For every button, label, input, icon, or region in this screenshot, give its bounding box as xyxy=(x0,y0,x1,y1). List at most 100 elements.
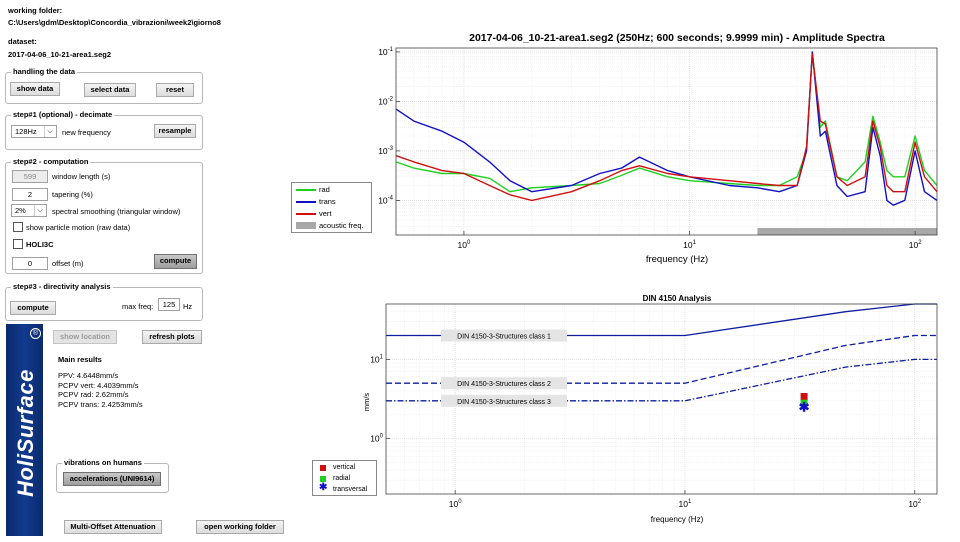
result-line: PCPV rad: 2.62mm/s xyxy=(58,390,129,399)
compute-button[interactable]: compute xyxy=(154,254,197,269)
holi3c-label: HOLI3C xyxy=(26,240,54,249)
vertical-marker-icon xyxy=(320,465,326,471)
series-label-box xyxy=(441,329,567,342)
directivity-compute-button[interactable]: compute xyxy=(10,301,56,315)
smoothing-label: spectral smoothing (triangular window) xyxy=(52,207,181,216)
particle-motion-label: show particle motion (raw data) xyxy=(26,223,131,232)
spectra-legend: rad trans vert acoustic freq. xyxy=(291,182,372,233)
resample-button[interactable]: resample xyxy=(154,124,196,138)
y-tick-label: 101 xyxy=(370,354,383,364)
axes-box xyxy=(385,303,938,495)
handling-group: handling the data xyxy=(5,67,203,104)
chevron-down-icon: ⌵ xyxy=(44,126,55,137)
legend-label-vertical: vertical xyxy=(333,464,356,471)
series-line-din-4150-3-structures-class-2 xyxy=(386,334,937,384)
smoothing-select-value: 2% xyxy=(15,206,26,215)
radial-marker-icon xyxy=(320,476,326,482)
series-label: DIN 4150-3-Structures class 1 xyxy=(457,334,551,341)
y-tick-label: 100 xyxy=(370,434,383,444)
smoothing-select[interactable]: 2% ⌵ xyxy=(11,204,47,217)
x-tick-label: 100 xyxy=(458,240,471,250)
frequency-select-value: 128Hz xyxy=(15,127,37,136)
result-line: PCPV vert: 4.4039mm/s xyxy=(58,380,139,390)
step1-title: step#1 (optional) - decimate xyxy=(11,110,115,119)
window-length-label: window length (s) xyxy=(52,172,111,181)
din-legend: vertical radial ✱ transversal xyxy=(312,460,377,496)
legend-label-radial: radial xyxy=(333,475,351,482)
holi3c-checkbox[interactable] xyxy=(13,239,23,249)
legend-swatch-acoustic xyxy=(296,222,316,229)
offset-field[interactable]: 0 xyxy=(12,257,48,270)
holisurface-logo: ® HoliSurface xyxy=(6,324,43,536)
max-freq-label: max freq: xyxy=(122,302,154,311)
y-tick-label: 10-4 xyxy=(378,195,393,205)
series-line-din-4150-3-structures-class-3 xyxy=(386,358,937,402)
logo-text: HoliSurface xyxy=(13,369,38,497)
y-tick-label: 10-3 xyxy=(378,146,393,156)
working-folder-path: C:\Users\gdm\Desktop\Concordia_vibrazion… xyxy=(8,18,221,27)
step3-group: step#3 - directivity analysis xyxy=(5,282,203,321)
x-tick-label: 102 xyxy=(908,499,921,509)
series-line-vert xyxy=(395,53,938,202)
plot-area xyxy=(396,48,937,235)
handling-title: handling the data xyxy=(11,67,78,76)
series-label: DIN 4150-3-Structures class 2 xyxy=(457,381,551,388)
legend-label-transversal: transversal xyxy=(333,486,368,493)
result-line: PCPV trans: 2.4253mm/s xyxy=(58,399,143,409)
din-analysis-chart: DIN 4150 Analysis frequency (Hz) mm/s DI… xyxy=(362,294,938,524)
dataset-name: 2017-04-06_10-21-area1.seg2 xyxy=(8,50,111,59)
show-data-button[interactable]: show data xyxy=(10,82,60,96)
series-label-box xyxy=(441,377,567,390)
reset-button[interactable]: reset xyxy=(156,83,194,97)
legend-label-rad: rad xyxy=(319,185,330,194)
accelerations-button[interactable]: accelerations (UNI9614) xyxy=(63,472,161,486)
registered-mark: ® xyxy=(30,328,41,339)
din-xlabel: frequency (Hz) xyxy=(651,515,704,524)
din-ylabel: mm/s xyxy=(362,393,371,412)
legend-label-trans: trans xyxy=(319,197,336,206)
result-line: PPV: 4.6448mm/s xyxy=(58,371,119,380)
refresh-plots-button[interactable]: refresh plots xyxy=(142,330,202,344)
x-tick-label: 101 xyxy=(679,499,692,509)
working-folder-label: working folder: xyxy=(8,6,63,15)
point-radial xyxy=(800,399,808,407)
series-label-box xyxy=(441,394,567,407)
step2-title: step#2 - computation xyxy=(11,157,91,166)
vibrations-title: vibrations on humans xyxy=(62,458,144,467)
open-folder-button[interactable]: open working folder xyxy=(196,520,284,534)
show-location-button[interactable]: show location xyxy=(53,330,117,344)
point-vertical xyxy=(800,393,808,401)
new-frequency-label: new frequency xyxy=(62,128,111,137)
multi-offset-button[interactable]: Multi-Offset Attenuation xyxy=(64,520,162,534)
x-tick-label: 100 xyxy=(449,499,462,509)
vibrations-group: vibrations on humans xyxy=(56,458,169,493)
select-data-button[interactable]: select data xyxy=(84,83,136,97)
chevron-down-icon: ⌵ xyxy=(34,205,45,216)
step1-group: step#1 (optional) - decimate xyxy=(5,110,203,150)
frequency-select[interactable]: 128Hz ⌵ xyxy=(11,125,57,138)
step3-title: step#3 - directivity analysis xyxy=(11,282,113,291)
window-length-field[interactable]: 599 xyxy=(12,170,48,183)
particle-motion-checkbox[interactable] xyxy=(13,222,23,232)
series-label: DIN 4150-3-Structures class 3 xyxy=(457,399,551,406)
axes-box xyxy=(395,47,938,236)
legend-swatch-vert xyxy=(296,213,316,215)
din-title: DIN 4150 Analysis xyxy=(643,294,712,303)
main-results-title: Main results xyxy=(58,355,102,364)
legend-swatch-rad xyxy=(296,189,316,191)
series-line-rad xyxy=(395,51,938,193)
acoustic-band xyxy=(757,228,937,235)
legend-label-vert: vert xyxy=(319,209,332,218)
spectra-xlabel: frequency (Hz) xyxy=(646,254,708,265)
max-freq-field[interactable]: 125 xyxy=(158,298,180,311)
main-results-list: PPV: 4.6448mm/s PCPV vert: 4.4039mm/s PC… xyxy=(58,371,143,409)
step2-group: step#2 - computation xyxy=(5,157,203,274)
max-freq-unit: Hz xyxy=(183,302,193,311)
tapering-label: tapering (%) xyxy=(52,190,93,199)
spectra-title: 2017-04-06_10-21-area1.seg2 (250Hz; 600 … xyxy=(469,32,885,44)
x-tick-label: 101 xyxy=(683,240,696,250)
tapering-field[interactable]: 2 xyxy=(12,188,48,201)
legend-swatch-trans xyxy=(296,201,316,203)
legend-label-acoustic: acoustic freq. xyxy=(319,221,364,230)
series-line-trans xyxy=(395,51,938,206)
